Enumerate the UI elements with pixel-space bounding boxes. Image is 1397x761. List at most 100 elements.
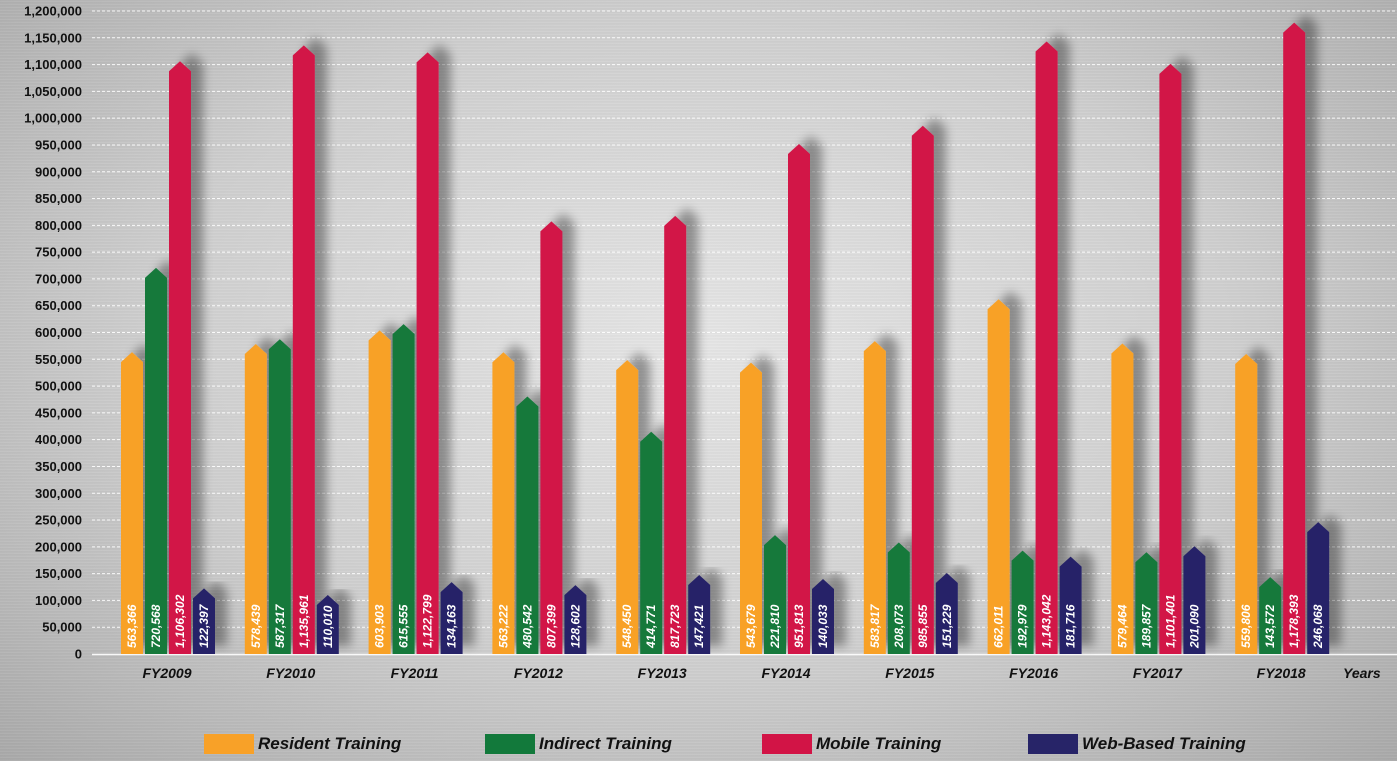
bar-web-based-fy2011 [440,582,463,654]
bar-resident-fy2018 [1235,354,1258,654]
bar-web-based-fy2010 [316,595,339,654]
bar-web-based-fy2017 [1183,546,1206,654]
data-label: 1,143,042 [1040,594,1054,648]
y-tick-label: 150,000 [35,566,82,581]
bar-mobile-fy2010 [292,45,315,655]
data-label: 192,979 [1016,604,1030,648]
x-tick-label: FY2014 [761,665,810,681]
y-tick-label: 400,000 [35,432,82,447]
legend-item-indirect: Indirect Training [485,733,672,755]
y-tick-label: 650,000 [35,298,82,313]
y-tick-label: 750,000 [35,245,82,260]
bar-web-based-fy2016 [1059,556,1082,654]
bar-mobile-fy2011 [416,52,439,654]
y-tick-label: 500,000 [35,379,82,394]
bar-indirect-fy2009 [145,267,167,654]
data-label: 807,399 [544,604,558,648]
legend-swatch-resident [204,734,254,754]
data-label: 543,679 [744,604,758,648]
bar-mobile-fy2009 [169,61,191,654]
data-label: 587,317 [273,603,287,648]
bar-resident-fy2014 [740,362,762,654]
y-tick-label: 600,000 [35,325,82,340]
y-tick-label: 1,200,000 [24,4,82,19]
data-label: 134,163 [445,604,459,648]
data-label: 548,450 [620,604,634,648]
y-tick-label: 250,000 [35,513,82,528]
bar-web-based-fy2018 [1307,522,1330,654]
x-tick-label: FY2013 [638,665,687,681]
legend-label-web-based: Web-Based Training [1082,734,1246,753]
data-label: 1,101,401 [1163,594,1177,648]
y-tick-label: 100,000 [35,593,82,608]
y-tick-label: 1,100,000 [24,57,82,72]
data-label: 246,068 [1311,604,1325,649]
bar-resident-fy2010 [244,344,267,654]
x-axis: Years FY2009 FY2010 FY2011 FY2012 FY2013 FY20… [142,665,1380,681]
bar-mobile-fy2012 [540,221,563,654]
bar-indirect-fy2016 [1011,550,1034,654]
data-label: 147,421 [692,604,706,648]
bar-web-based-fy2009 [193,588,215,654]
bar-resident-fy2015 [863,341,886,654]
bar-mobile-fy2017 [1159,63,1182,654]
x-tick-label: FY2016 [1009,665,1058,681]
y-tick-label: 850,000 [35,191,82,206]
data-label: 181,716 [1064,604,1078,648]
bar-indirect-fy2013 [640,431,663,654]
bar-resident-fy2011 [368,330,391,654]
legend-item-web-based: Web-Based Training [1028,733,1246,755]
bar-mobile-fy2016 [1035,41,1058,654]
bar-indirect-fy2011 [392,324,415,654]
bar-resident-fy2013 [616,360,639,654]
data-label: 615,555 [397,604,411,648]
x-tick-label: FY2010 [266,665,315,681]
y-tick-label: 900,000 [35,164,82,179]
data-label: 208,073 [892,604,906,649]
bar-mobile-fy2013 [664,215,687,654]
data-label: 189,857 [1139,603,1153,648]
x-tick-label: FY2017 [1133,665,1183,681]
y-tick-label: 700,000 [35,271,82,286]
legend-label-resident: Resident Training [258,734,402,753]
bars: 563,366 720,568 1,106,302 122,397 578,439 587… [121,22,1330,655]
bar-web-based-fy2013 [688,575,711,654]
data-label: 221,810 [768,604,782,649]
data-label: 480,542 [520,604,534,649]
data-label: 662,011 [992,605,1006,648]
legend-item-mobile: Mobile Training [762,733,941,755]
legend-label-indirect: Indirect Training [539,734,672,753]
bar-resident-fy2009 [121,352,143,654]
data-label: 985,855 [916,604,930,648]
x-tick-label: FY2012 [514,665,563,681]
data-label: 563,366 [125,604,139,648]
data-label: 1,106,302 [173,594,187,648]
bar-mobile-fy2014 [788,143,810,654]
y-axis: 0 50,000 100,000 150,000 200,000 250,000 300,0… [24,4,82,662]
data-label: 128,602 [568,604,582,648]
y-tick-label: 1,050,000 [24,84,82,99]
data-label: 583,817 [868,603,882,648]
y-tick-label: 800,000 [35,218,82,233]
data-label: 140,033 [816,604,830,648]
data-label: 110,010 [321,605,335,648]
bar-web-based-fy2012 [564,585,587,654]
legend-label-mobile: Mobile Training [816,734,942,753]
legend-swatch-web-based [1028,734,1078,754]
data-label: 1,135,961 [297,594,311,648]
bar-indirect-fy2015 [887,542,910,654]
y-tick-label: 950,000 [35,137,82,152]
bar-resident-fy2016 [987,299,1010,654]
data-label: 1,178,393 [1287,594,1301,648]
data-label: 579,464 [1115,604,1129,648]
bar-indirect-fy2014 [764,535,786,654]
data-label: 563,222 [496,604,510,648]
data-label: 414,771 [644,604,658,649]
y-tick-label: 300,000 [35,486,82,501]
y-tick-label: 550,000 [35,352,82,367]
bar-indirect-fy2018 [1259,577,1282,654]
bar-web-based-fy2015 [935,572,958,654]
data-label: 143,572 [1263,604,1277,648]
y-tick-label: 350,000 [35,459,82,474]
